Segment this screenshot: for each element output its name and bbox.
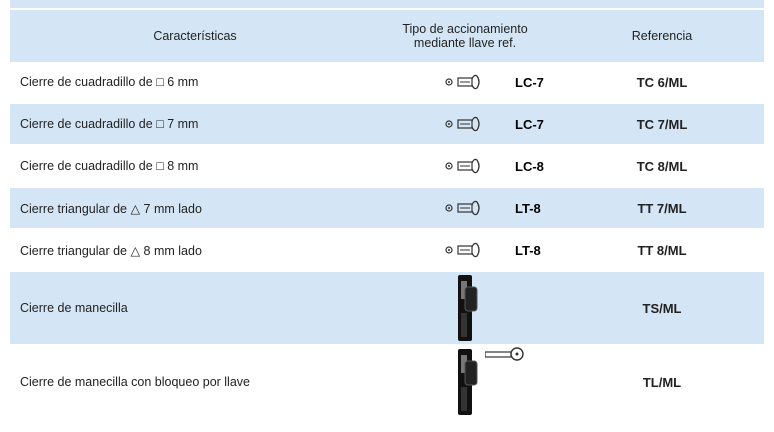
header-text: Características <box>153 29 237 43</box>
header-cell: Tipo de accionamiento mediante llave ref… <box>370 10 560 62</box>
characteristic: Cierre triangular de △ 8 mm lado <box>20 243 202 258</box>
header-row: Características Tipo de accionamiento me… <box>10 10 764 62</box>
cell: TL/ML <box>560 346 764 418</box>
key-ref: LT-8 <box>515 200 541 216</box>
row: Cierre de cuadradillo de □ 6 mm LC-7 TC 6/… <box>10 62 764 102</box>
reference: TT 7/ML <box>637 200 687 216</box>
cell: Cierre triangular de △ 8 mm lado <box>20 230 370 270</box>
cell: Cierre de cuadradillo de □ 8 mm <box>20 146 370 186</box>
cell: Cierre de manecilla <box>20 272 370 344</box>
cell: TT 8/ML <box>560 230 764 270</box>
icon <box>485 347 524 361</box>
header-cell: Características <box>20 10 370 62</box>
cell: Cierre de manecilla con bloqueo por llav… <box>20 346 370 418</box>
row: Cierre de manecilla con bloqueo por llav… <box>10 346 764 418</box>
reference: TC 6/ML <box>636 74 688 90</box>
row: Cierre de cuadradillo de □ 8 mm LC-8 TC 8/… <box>10 146 764 186</box>
characteristic: Cierre de manecilla con bloqueo por llav… <box>20 375 250 389</box>
characteristic: Cierre de cuadradillo de □ 8 mm <box>20 159 199 173</box>
cell: Cierre de cuadradillo de □ 6 mm <box>20 62 370 102</box>
row: Cierre triangular de △ 7 mm lado LT-8 TT 7… <box>10 188 764 228</box>
cell: TC 8/ML <box>560 146 764 186</box>
characteristic: Cierre de manecilla <box>20 301 128 315</box>
key-ref: LC-8 <box>515 158 544 174</box>
characteristic: Cierre de cuadradillo de □ 7 mm <box>20 117 199 131</box>
icon <box>458 349 478 415</box>
icon <box>458 275 478 341</box>
reference: TT 8/ML <box>637 242 687 258</box>
cell: Cierre de cuadradillo de □ 7 mm <box>20 104 370 144</box>
row: Cierre de manecilla TS/ML <box>10 272 764 344</box>
icon <box>445 242 480 258</box>
cell: Cierre triangular de △ 7 mm lado <box>20 188 370 228</box>
row: Cierre triangular de △ 8 mm lado LT-8 TT 8… <box>10 230 764 270</box>
characteristic: Cierre triangular de △ 7 mm lado <box>20 201 202 216</box>
icon <box>445 116 480 132</box>
cell: TC 6/ML <box>560 62 764 102</box>
row: Cierre de cuadradillo de □ 7 mm LC-7 TC 7/… <box>10 104 764 144</box>
header-text: mediante llave ref. <box>413 36 517 50</box>
cell: TT 7/ML <box>560 188 764 228</box>
cell: TS/ML <box>560 272 764 344</box>
reference: TL/ML <box>642 374 682 390</box>
header-cell: Referencia <box>560 10 764 62</box>
icon <box>445 200 480 216</box>
reference: TC 8/ML <box>636 158 688 174</box>
characteristic: Cierre de cuadradillo de □ 6 mm <box>20 75 199 89</box>
header-text: Referencia <box>631 29 693 43</box>
reference: TC 7/ML <box>636 116 688 132</box>
header-text: Tipo de accionamiento <box>402 22 528 36</box>
key-ref: LC-7 <box>515 74 544 90</box>
cell: TC 7/ML <box>560 104 764 144</box>
icon <box>445 158 480 174</box>
key-ref: LT-8 <box>515 242 541 258</box>
icon <box>445 74 480 90</box>
reference: TS/ML <box>642 300 682 316</box>
top-strip <box>10 0 764 8</box>
key-ref: LC-7 <box>515 116 544 132</box>
